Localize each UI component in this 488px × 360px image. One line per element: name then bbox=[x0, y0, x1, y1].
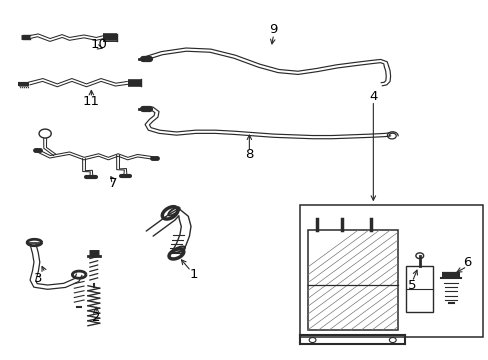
Text: 11: 11 bbox=[82, 95, 100, 108]
Text: 5: 5 bbox=[407, 279, 416, 292]
Text: 4: 4 bbox=[368, 90, 377, 103]
Text: 1: 1 bbox=[189, 268, 197, 281]
Bar bbox=[307, 230, 397, 330]
Bar bbox=[406, 266, 432, 312]
Text: 8: 8 bbox=[244, 148, 253, 162]
Text: 2: 2 bbox=[92, 311, 100, 324]
Text: 3: 3 bbox=[34, 272, 42, 285]
Text: 9: 9 bbox=[269, 23, 277, 36]
Text: 10: 10 bbox=[90, 38, 107, 51]
Bar bbox=[300, 205, 482, 337]
Text: 7: 7 bbox=[109, 177, 117, 190]
Text: 6: 6 bbox=[462, 256, 470, 269]
